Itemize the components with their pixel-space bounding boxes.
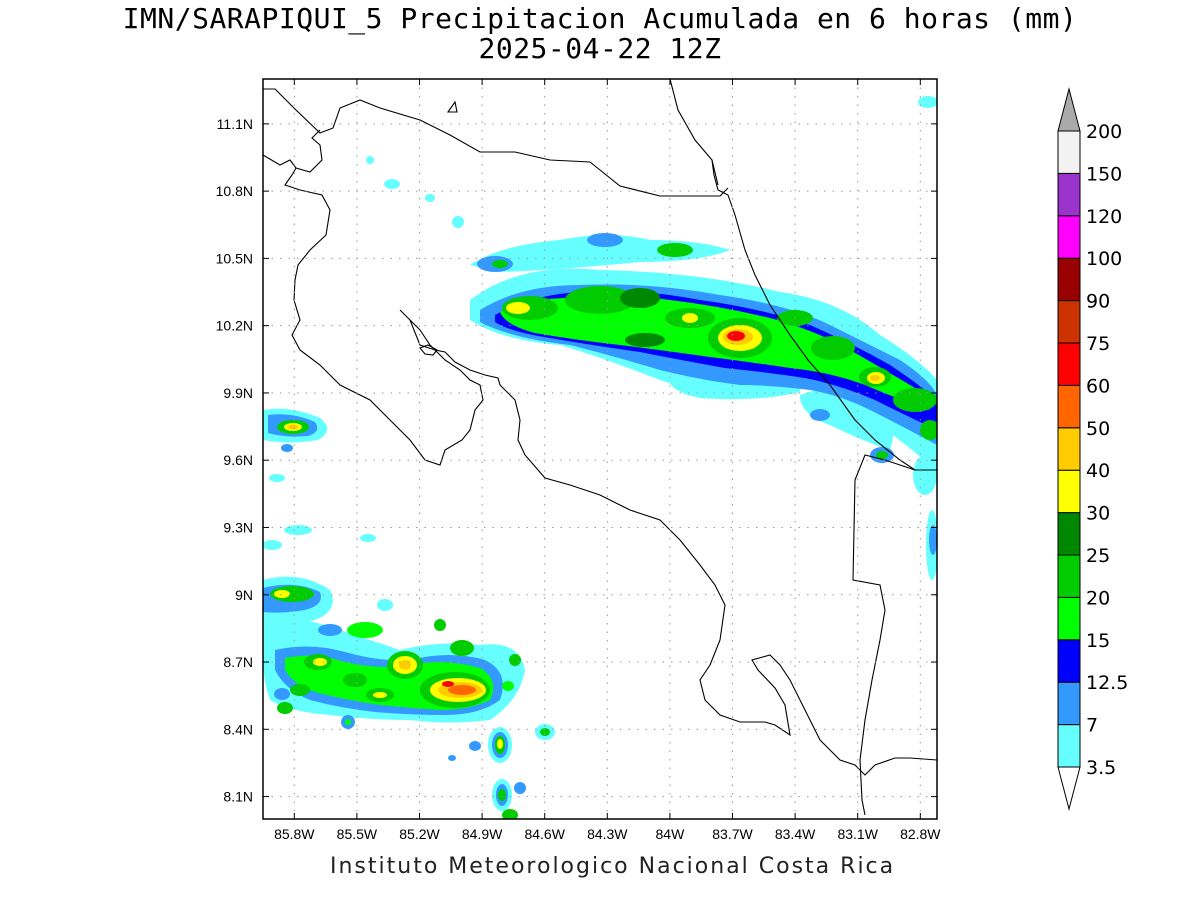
colorbar-level-label: 12.5 <box>1086 672 1128 694</box>
colorbar-box <box>1057 512 1081 556</box>
colorbar-box <box>1057 384 1081 429</box>
lat-tick-label: 9.6N <box>223 452 253 468</box>
lat-tick-label: 8.4N <box>223 721 253 737</box>
lon-tick-label: 85.2W <box>399 826 440 842</box>
precipitation-field <box>263 96 937 819</box>
colorbar-min-triangle <box>1057 766 1081 811</box>
lat-tick-label: 8.7N <box>223 654 253 670</box>
colorbar-level-label: 15 <box>1086 630 1110 652</box>
lat-tick-label: 9.3N <box>223 519 253 535</box>
lat-tick-label: 9.9N <box>223 385 253 401</box>
colorbar-level-label: 75 <box>1086 333 1110 355</box>
lon-tick-label: 84.6W <box>524 826 565 842</box>
colorbar-level-label: 60 <box>1086 375 1110 397</box>
caribbean-coast <box>711 159 937 471</box>
small-island-north <box>446 100 458 113</box>
colorbar-level-label: 50 <box>1086 418 1110 440</box>
latitude-axis: 8.1N 8.4N 8.7N 9N 9.3N 9.6N 9.9N 10.2N 10.5N 10.8… <box>216 116 937 805</box>
map-subtitle-date: 2025-04-22 12Z <box>478 32 722 65</box>
colorbar-box <box>1057 596 1081 641</box>
colorbar-level-label: 100 <box>1086 248 1122 270</box>
lon-tick-label: 84.3W <box>587 826 628 842</box>
colorbar-level-label: 40 <box>1086 460 1110 482</box>
lat-tick-label: 11.1N <box>217 116 253 132</box>
lon-tick-label: 84W <box>656 826 686 842</box>
lon-tick-label: 85.8W <box>274 826 315 842</box>
colorbar-level-label: 20 <box>1086 587 1110 609</box>
colorbar-box <box>1057 172 1081 217</box>
colorbar-level-label: 3.5 <box>1086 757 1116 779</box>
lon-tick-label: 83.7W <box>712 826 753 842</box>
lon-tick-label: 82.8W <box>900 826 941 842</box>
colorbar-level-label: 200 <box>1086 121 1122 143</box>
lat-tick-label: 9N <box>235 587 253 603</box>
panama-border <box>852 454 916 816</box>
lon-tick-label: 83.1W <box>837 826 878 842</box>
colorbar-box <box>1057 681 1081 726</box>
lat-tick-label: 10.5N <box>216 250 253 266</box>
colorbar-max-triangle <box>1057 87 1081 132</box>
colorbar-level-label: 25 <box>1086 545 1110 567</box>
lat-tick-label: 10.2N <box>216 318 253 334</box>
longitude-axis: 85.8W 85.5W 85.2W 84.9W 84.6W 84.3W 84W 83.7W 83… <box>274 79 941 842</box>
colorbar-box <box>1057 300 1081 344</box>
footer-credit: Instituto Meteorologico Nacional Costa R… <box>330 854 896 879</box>
lat-tick-label: 10.8N <box>216 183 253 199</box>
colorbar-box <box>1057 469 1081 514</box>
colorbar-box <box>1057 724 1081 768</box>
lon-tick-label: 84.9W <box>462 826 503 842</box>
colorbar-box <box>1057 130 1081 174</box>
nicaragua-border <box>263 88 729 197</box>
precip-band-north <box>470 96 937 580</box>
gulf-of-nicoya-island <box>419 344 438 356</box>
pacific-coast <box>263 129 937 776</box>
colorbar-level-label: 120 <box>1086 206 1122 228</box>
colorbar-box <box>1057 639 1081 683</box>
precip-cluster-southwest <box>263 576 555 819</box>
lon-tick-label: 85.5W <box>337 826 378 842</box>
colorbar-box <box>1057 342 1081 386</box>
precip-blob-west <box>263 156 464 550</box>
coastline-layer <box>263 79 937 816</box>
colorbar-box <box>1057 215 1081 259</box>
colorbar-box <box>1057 554 1081 598</box>
lon-tick-label: 83.4W <box>775 826 816 842</box>
gridlines <box>263 79 937 819</box>
map-title: IMN/SARAPIQUI_5 Precipitacion Acumulada … <box>122 2 1078 35</box>
colorbar-box <box>1057 257 1081 302</box>
colorbar-level-label: 90 <box>1086 291 1110 313</box>
map-frame <box>262 78 938 820</box>
nicaragua-lake-shore <box>669 79 719 186</box>
colorbar-level-label: 7 <box>1086 715 1098 737</box>
lat-tick-label: 8.1N <box>223 789 253 805</box>
colorbar-level-label: 150 <box>1086 163 1122 185</box>
colorbar-box <box>1057 427 1081 471</box>
precipitation-colorbar: 3.5 7 12.5 15 20 25 30 40 50 60 75 90 100 120 150 200 <box>1057 87 1128 811</box>
colorbar-level-label: 30 <box>1086 503 1110 525</box>
